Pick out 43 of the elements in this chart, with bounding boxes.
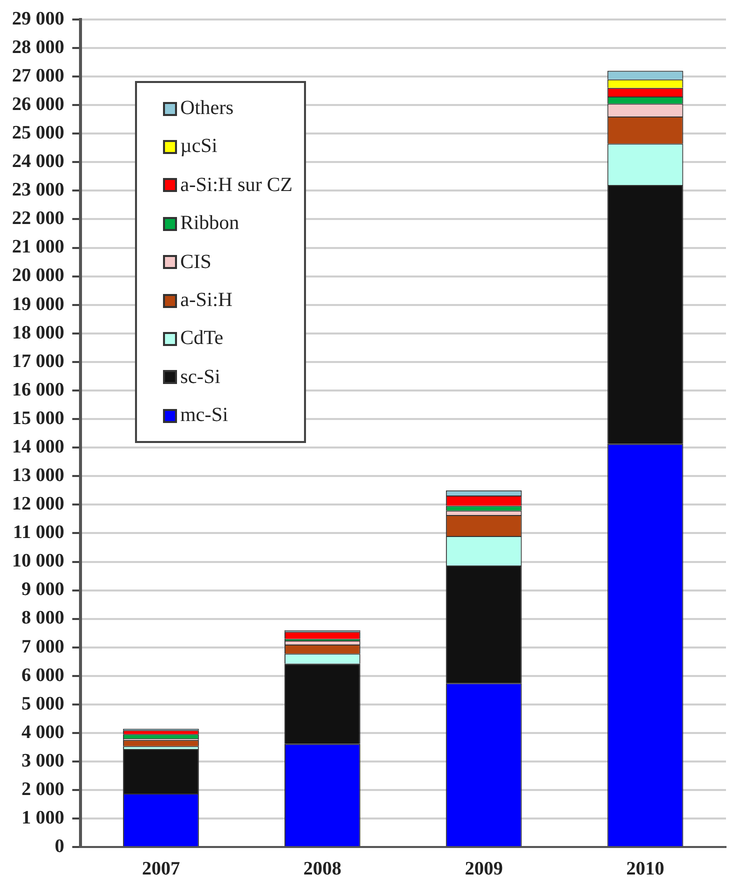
y-tick-label: 16 000 [12,379,64,400]
y-tick-label: 8 000 [22,608,64,629]
y-tick-label: 26 000 [12,94,64,115]
legend-label: a-Si:H [180,289,232,312]
y-tick-label: 19 000 [12,294,64,315]
y-tick-label: 12 000 [12,494,64,515]
y-tick-label: 20 000 [12,265,64,286]
y-tick-label: 22 000 [12,208,64,230]
legend-label: µcSi [180,135,218,158]
legend-label: CdTe [180,327,224,350]
y-tick-label: 1 000 [22,808,64,829]
y-tick-label: 9 000 [22,579,64,600]
y-tick-label: 18 000 [12,322,64,344]
y-tick-label: 2 000 [22,779,64,800]
y-tick-label: 17 000 [12,350,64,372]
y-tick-label: 10 000 [12,550,64,572]
y-tick-label: 28 000 [12,36,64,58]
y-tick-label: 11 000 [13,522,64,544]
x-tick-label: 2007 [142,858,180,880]
y-tick-label: 23 000 [12,180,64,201]
y-tick-label: 7 000 [22,636,64,658]
y-tick-label: 5 000 [22,693,64,714]
x-tick-label: 2010 [626,858,664,880]
y-tick-label: 4 000 [22,722,64,743]
y-tick-label: 3 000 [22,750,64,772]
x-tick-label: 2009 [464,858,503,880]
legend-label: sc-Si [180,366,220,389]
y-tick-label: 0 [54,836,64,858]
legend-label: Others [180,97,234,120]
y-tick-label: 13 000 [12,465,64,486]
y-tick-label: 6 000 [22,664,64,686]
y-tick-label: 27 000 [12,65,64,86]
y-tick-label: 29 000 [12,8,64,30]
y-tick-label: 21 000 [12,236,64,258]
legend-label: Ribbon [180,212,240,236]
y-tick-label: 15 000 [12,408,64,429]
y-tick-label: 14 000 [12,436,64,458]
legend-label: mc-Si [180,404,228,428]
y-tick-label: 25 000 [12,122,64,144]
legend-label: a-Si:H sur CZ [180,174,292,197]
x-tick-label: 2008 [303,858,342,880]
y-tick-label: 24 000 [12,151,64,172]
legend-label: CIS [180,250,212,274]
